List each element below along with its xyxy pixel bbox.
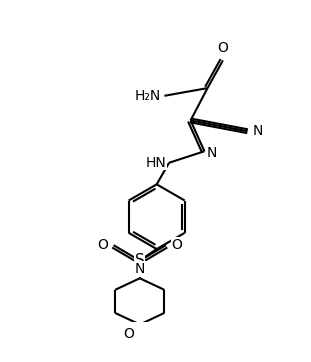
Text: N: N <box>253 124 263 138</box>
Text: S: S <box>135 253 145 268</box>
Text: N: N <box>207 146 217 160</box>
Text: O: O <box>123 327 134 341</box>
Text: O: O <box>171 238 182 252</box>
Text: N: N <box>135 262 145 276</box>
Text: O: O <box>217 41 228 55</box>
Text: HN: HN <box>146 156 167 170</box>
Text: H₂N: H₂N <box>134 89 160 103</box>
Text: O: O <box>97 238 108 252</box>
